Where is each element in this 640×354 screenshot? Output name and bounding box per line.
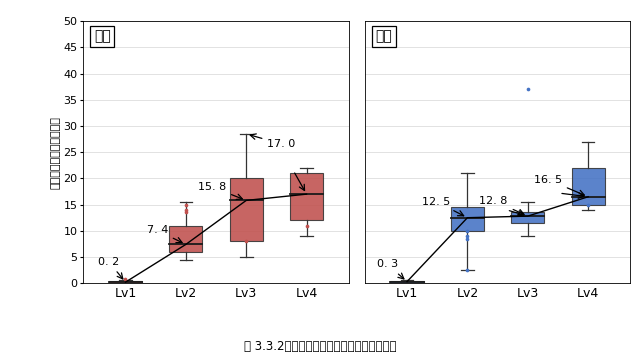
Point bbox=[523, 86, 533, 92]
Point bbox=[180, 210, 191, 215]
Point bbox=[462, 267, 472, 273]
Bar bbox=[290, 173, 323, 220]
Bar bbox=[230, 178, 263, 241]
Bar bbox=[511, 212, 545, 223]
Bar bbox=[451, 207, 484, 231]
Text: 7. 4: 7. 4 bbox=[147, 225, 182, 242]
Text: 15. 8: 15. 8 bbox=[198, 182, 243, 199]
Text: 図 3.3.2　浸水レベルに応じた復旧工事費用: 図 3.3.2 浸水レベルに応じた復旧工事費用 bbox=[244, 341, 396, 353]
Bar bbox=[109, 281, 142, 283]
Y-axis label: 復旧工事費用（百万円）: 復旧工事費用（百万円） bbox=[51, 116, 61, 189]
Point bbox=[180, 207, 191, 213]
Point bbox=[120, 276, 131, 281]
Text: 0. 2: 0. 2 bbox=[99, 257, 123, 279]
Bar bbox=[572, 168, 605, 205]
Point bbox=[462, 236, 472, 241]
Text: 木質: 木質 bbox=[94, 29, 111, 43]
Point bbox=[583, 202, 593, 207]
Text: 12. 8: 12. 8 bbox=[479, 195, 524, 215]
Text: 16. 5: 16. 5 bbox=[534, 175, 584, 195]
Point bbox=[301, 223, 312, 228]
Text: 17. 0: 17. 0 bbox=[250, 134, 296, 149]
Point bbox=[462, 228, 472, 234]
Text: 鉄骨: 鉄骨 bbox=[376, 29, 392, 43]
Bar bbox=[169, 225, 202, 252]
Text: 0. 3: 0. 3 bbox=[377, 259, 404, 279]
Point bbox=[180, 202, 191, 207]
Point bbox=[462, 233, 472, 239]
Bar bbox=[390, 281, 424, 283]
Text: 12. 5: 12. 5 bbox=[422, 196, 464, 216]
Point bbox=[241, 239, 252, 244]
